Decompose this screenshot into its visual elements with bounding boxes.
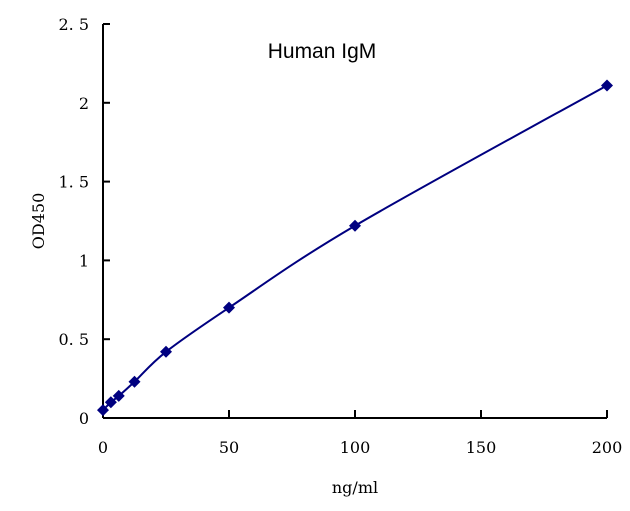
data-point-diamond-icon xyxy=(601,79,613,92)
y-tick-label: 0 xyxy=(79,409,89,428)
data-point-diamond-icon xyxy=(160,345,172,358)
data-point-diamond-icon xyxy=(349,219,361,232)
y-tick-label: 2. 5 xyxy=(58,15,89,34)
y-tick-label: 1. 5 xyxy=(58,173,89,192)
data-point-diamond-icon xyxy=(128,375,141,388)
chart-title: Human IgM xyxy=(268,40,377,63)
y-tick-label: 0. 5 xyxy=(58,330,89,349)
data-point-diamond-icon xyxy=(97,404,109,417)
x-tick-label: 50 xyxy=(219,438,239,457)
x-axis-title: ng/ml xyxy=(332,478,378,497)
x-tick-label: 0 xyxy=(98,438,108,457)
y-axis-ticks: 0 0. 5 1 1. 5 2 2. 5 xyxy=(58,15,110,428)
x-tick-label: 200 xyxy=(592,438,623,457)
y-tick-label: 1 xyxy=(79,251,89,270)
y-axis-title: OD450 xyxy=(29,193,48,249)
data-point-diamond-icon xyxy=(223,301,235,314)
standard-curve-line xyxy=(102,84,608,411)
x-tick-label: 100 xyxy=(340,438,371,457)
data-point-diamond-icon xyxy=(112,389,125,402)
y-tick-label: 2 xyxy=(79,94,89,113)
plot-area: 0 0. 5 1 1. 5 2 2. 5 0 50 100 150 200 xyxy=(58,15,622,457)
x-tick-label: 150 xyxy=(466,438,497,457)
data-point-diamond-icon xyxy=(104,396,117,409)
data-point-markers xyxy=(97,79,613,417)
x-axis-ticks: 0 50 100 150 200 xyxy=(98,410,622,457)
